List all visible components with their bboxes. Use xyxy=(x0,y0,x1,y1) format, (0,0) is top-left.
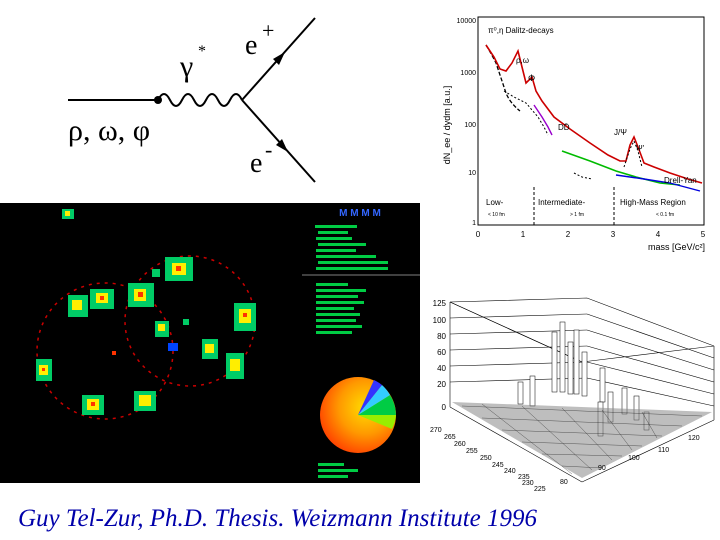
bottom-tick: 90 xyxy=(598,465,606,472)
vertex-dot xyxy=(154,96,162,104)
y-axis-label: dN_ee / dydm [a.u.] xyxy=(442,86,452,165)
y-tick-1: 1 xyxy=(472,220,476,227)
region-low-sub: < 10 fm xyxy=(488,212,505,218)
z-tick: 20 xyxy=(437,380,446,389)
z-tick: 125 xyxy=(433,299,447,308)
region-low-label: Low- xyxy=(486,198,504,207)
y-tick-10: 10 xyxy=(468,170,476,177)
left-tick: 270 xyxy=(430,427,442,434)
dilepton-spectrum-chart: dN_ee / dydm [a.u.] 10000 1000 100 10 1 … xyxy=(442,16,706,252)
photon-label: γ xyxy=(179,50,193,83)
z-tick: 40 xyxy=(437,364,446,373)
total-model-curve xyxy=(485,44,703,184)
bottom-tick: 80 xyxy=(560,479,568,486)
region-high-sub: < 0.1 fm xyxy=(656,212,674,218)
lego-histogram: 125 100 80 60 40 20 0 270 265 260 255 25… xyxy=(422,292,720,492)
region-mid-sub: > 1 fm xyxy=(570,212,584,218)
z-tick: 0 xyxy=(442,403,447,412)
meson-label: ρ, ω, φ xyxy=(68,114,150,147)
charm-dashed xyxy=(573,172,593,180)
region-high-label: High-Mass Region xyxy=(620,198,686,207)
region-mid-label: Intermediate- xyxy=(538,198,585,207)
event-header: M M M M xyxy=(339,208,381,219)
event-info-text xyxy=(315,225,388,478)
z-tick: 60 xyxy=(437,348,446,357)
photon-hits xyxy=(36,209,256,415)
left-tick: 250 xyxy=(480,455,492,462)
dalitz-label: π⁰,η Dalitz-decays xyxy=(488,26,554,35)
bottom-tick: 110 xyxy=(658,447,669,454)
phi-label: Φ xyxy=(528,73,535,83)
left-tick: 240 xyxy=(504,468,516,475)
plot-frame xyxy=(477,16,705,226)
electron-line xyxy=(241,99,316,183)
x-tick-3: 3 xyxy=(611,230,616,239)
y-tick-10000: 10000 xyxy=(457,18,477,25)
x-tick-1: 1 xyxy=(521,230,526,239)
omega-curve xyxy=(533,104,553,136)
x-tick-4: 4 xyxy=(656,230,661,239)
z-tick: 100 xyxy=(433,316,447,325)
lego-floor-cells xyxy=(452,402,712,478)
electron-label: e xyxy=(250,148,262,179)
dd-curve xyxy=(561,150,681,186)
drell-yan-label: Drell-Yan xyxy=(664,176,697,185)
psiprime-label: Ψ' xyxy=(636,144,645,153)
jpsi-label: J/Ψ xyxy=(614,128,627,137)
ddbar-label: DD̄ xyxy=(558,123,570,132)
bottom-tick: 120 xyxy=(688,435,700,442)
rich-event-display: M M M M xyxy=(0,203,420,483)
drell-yan-curve xyxy=(615,174,701,192)
left-tick: 255 xyxy=(466,448,478,455)
vector-meson-dashed xyxy=(503,90,549,136)
left-tick: 235 xyxy=(518,474,530,481)
positron-charge: + xyxy=(262,18,274,43)
x-tick-0: 0 xyxy=(476,230,481,239)
lego-box xyxy=(449,297,715,483)
jpsi-dashed xyxy=(623,139,643,168)
lego-bottom-ticks: 80 90 100 110 120 xyxy=(560,435,700,486)
left-tick: 225 xyxy=(534,486,546,492)
positron-arrow-icon xyxy=(273,52,285,65)
electron-charge: - xyxy=(265,137,272,162)
photon-star: * xyxy=(198,43,206,60)
left-tick: 260 xyxy=(454,441,466,448)
photon-propagator xyxy=(157,93,243,107)
thesis-caption: Guy Tel-Zur, Ph.D. Thesis. Weizmann Inst… xyxy=(18,505,538,532)
x-tick-5: 5 xyxy=(701,230,706,239)
dalitz-curve xyxy=(485,44,521,112)
feynman-diagram: ρ, ω, φ γ * e + e - xyxy=(68,17,316,183)
y-tick-100: 100 xyxy=(464,122,476,129)
left-tick: 230 xyxy=(522,480,534,487)
lego-z-ticks: 125 100 80 60 40 20 0 xyxy=(433,299,447,412)
left-tick: 245 xyxy=(492,462,504,469)
y-tick-1000: 1000 xyxy=(460,70,476,77)
electron-arrow-icon xyxy=(276,139,288,152)
x-axis-label: mass [GeV/c²] xyxy=(648,242,705,252)
lego-floor-grid xyxy=(461,403,703,475)
color-scale-pie xyxy=(320,377,396,453)
positron-label: e xyxy=(245,30,257,61)
lego-left-ticks: 270 265 260 255 250 245 240 235 230 225 xyxy=(430,427,546,492)
bottom-tick: 100 xyxy=(628,455,640,462)
left-tick: 265 xyxy=(444,434,456,441)
z-tick: 80 xyxy=(437,332,446,341)
rho-omega-label: ρ,ω xyxy=(516,56,529,65)
x-tick-2: 2 xyxy=(566,230,571,239)
